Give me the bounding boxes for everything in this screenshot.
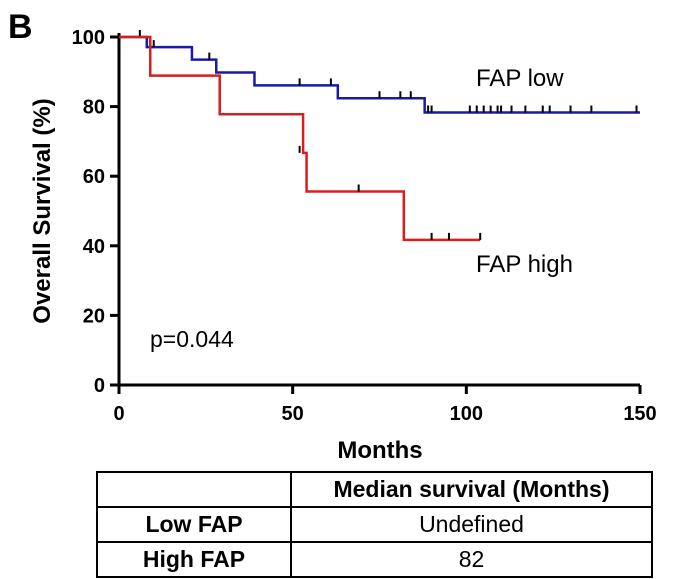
table-row: High FAP 82 <box>96 541 653 578</box>
y-tick-label: 100 <box>72 27 105 49</box>
y-tick-label: 40 <box>83 236 105 258</box>
series-label-fap-low: FAP low <box>476 65 564 92</box>
table-header-cell <box>96 471 292 508</box>
median-survival-table: Median survival (Months) Low FAP Undefin… <box>96 471 653 578</box>
table-header-cell: Median survival (Months) <box>290 471 653 508</box>
chart-series <box>119 30 640 242</box>
table-header-row: Median survival (Months) <box>96 471 653 508</box>
survival-chart: B 0 20 40 60 80 100 0 50 100 150 FAP low FAP high… <box>8 8 657 464</box>
y-tick-label: 0 <box>94 375 105 397</box>
panel-label: B <box>8 8 33 46</box>
x-tick-label: 50 <box>282 403 304 425</box>
table-cell-value: Undefined <box>290 506 653 543</box>
y-tick-label: 60 <box>83 166 105 188</box>
x-axis-title: Months <box>337 437 422 464</box>
p-value-annotation: p=0.044 <box>150 326 234 352</box>
y-tick-label: 20 <box>83 305 105 327</box>
x-tick-label: 150 <box>623 403 656 425</box>
x-tick-label: 0 <box>113 403 124 425</box>
table-row: Low FAP Undefined <box>96 506 653 543</box>
chart-axes: 0 20 40 60 80 100 0 50 100 150 <box>72 27 657 425</box>
x-tick-label: 100 <box>450 403 483 425</box>
survival-curve-fap-high <box>119 35 481 242</box>
y-axis-title: Overall Survival (%) <box>29 98 56 323</box>
table-cell-value: 82 <box>290 541 653 578</box>
table-cell-group: High FAP <box>96 541 292 578</box>
series-label-fap-high: FAP high <box>476 251 573 278</box>
y-tick-label: 80 <box>83 97 105 119</box>
table-cell-group: Low FAP <box>96 506 292 543</box>
